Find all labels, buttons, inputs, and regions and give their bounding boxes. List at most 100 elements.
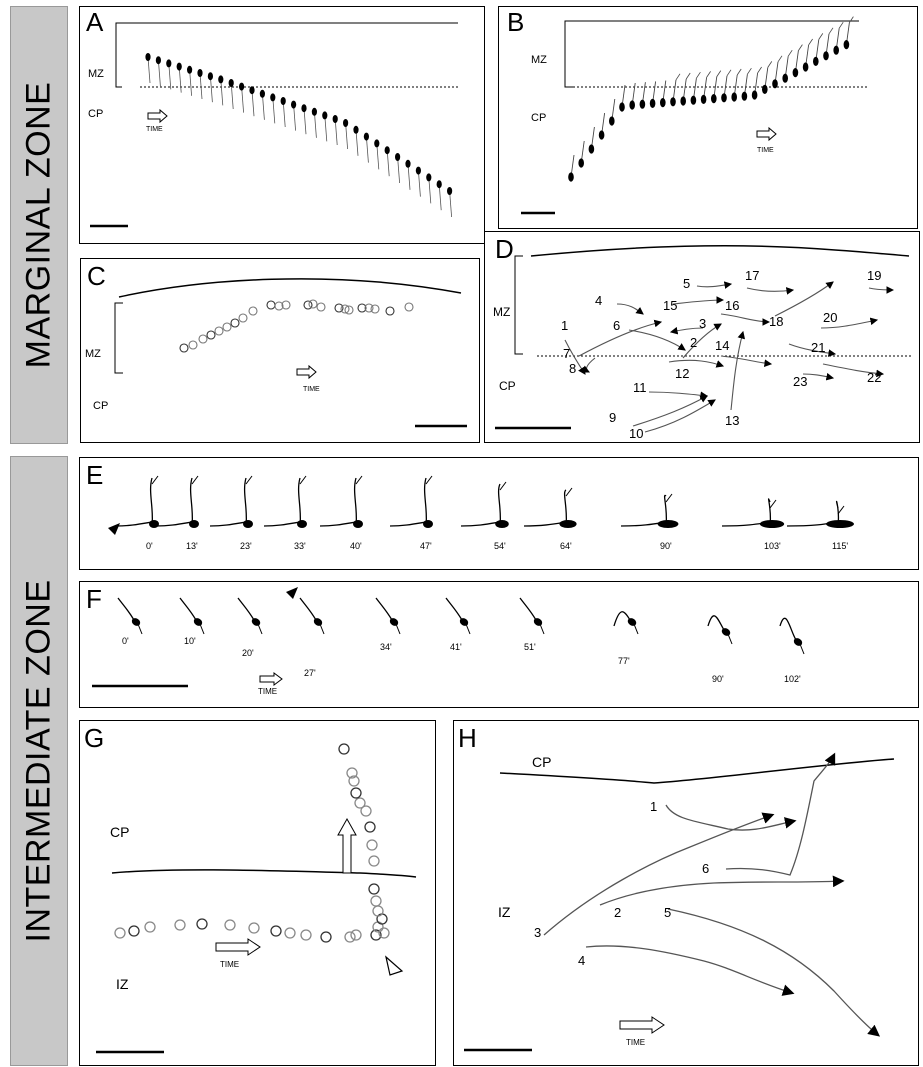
time-label: 13'	[186, 541, 198, 551]
cell-silhouette	[772, 55, 783, 89]
panel-e-figure: 0' 13' 23' 33' 40' 47' 54' 64' 90' 103' 115'	[108, 475, 854, 551]
panel-g-iz: IZ	[116, 976, 129, 992]
panel-e-label: E	[86, 460, 104, 490]
track-number: 4	[578, 953, 585, 968]
migration-track	[868, 286, 895, 294]
panel-f-cell-sequence: 0' 10' 20' 27' 34' 41' 51' 77' 90' 102'	[117, 597, 805, 684]
cell-silhouette	[779, 617, 805, 655]
position-circle	[378, 927, 390, 939]
cell-silhouette	[363, 132, 369, 163]
position-circle	[320, 931, 332, 943]
cell-silhouette	[639, 82, 646, 109]
panel-b: B MZ CP TIME	[498, 6, 918, 229]
marginal-zone-label: MARGINAL ZONE	[19, 81, 58, 369]
cell-silhouette	[145, 53, 151, 84]
panel-f-label: F	[86, 584, 102, 614]
migration-track	[746, 287, 795, 295]
time-label: 23'	[240, 541, 252, 551]
track-number: 23	[793, 374, 807, 389]
panel-e: E 0' 13' 23' 33' 40' 47' 54' 64' 90' 103' 115'	[79, 457, 919, 570]
cell-silhouette	[813, 33, 824, 66]
time-arrow	[147, 108, 168, 124]
cell-silhouette	[762, 61, 773, 94]
cell-silhouette	[117, 597, 143, 635]
intermediate-zone-label: INTERMEDIATE ZONE	[19, 579, 58, 943]
migration-track	[632, 395, 708, 427]
position-circle	[350, 787, 362, 799]
time-label: 115'	[832, 541, 848, 551]
cell-silhouette	[782, 49, 793, 83]
track-number: 10	[629, 426, 643, 441]
position-circle	[114, 927, 126, 939]
cell-silhouette	[578, 140, 585, 168]
cell-silhouette	[670, 73, 681, 107]
position-circle	[196, 918, 208, 930]
position-circle	[281, 300, 291, 310]
cell-silhouette	[197, 69, 203, 100]
track-number: 15	[663, 298, 677, 313]
panel-a-mz: MZ	[88, 68, 104, 80]
cell-silhouette	[343, 119, 349, 150]
cell-silhouette	[792, 44, 803, 78]
cell-silhouette	[353, 125, 359, 156]
time-label: 51'	[524, 642, 536, 652]
cell-silhouette	[741, 67, 752, 101]
cell-silhouette	[176, 62, 182, 93]
cell-silhouette	[447, 187, 453, 218]
time-arrow	[619, 1016, 665, 1034]
migration-track	[669, 326, 704, 335]
position-circle	[372, 905, 384, 917]
panel-h: H CP IZ TIME 1 2 3 4 5 6	[453, 720, 919, 1066]
track-number: 19	[867, 268, 881, 283]
time-label: 64'	[560, 541, 572, 551]
migration-track	[665, 804, 797, 831]
migration-track	[668, 359, 725, 368]
position-circle	[350, 929, 362, 941]
migration-track	[820, 317, 879, 329]
position-circle	[300, 929, 312, 941]
migration-track	[581, 357, 596, 373]
panel-a-label: A	[86, 7, 104, 37]
position-circle	[316, 302, 326, 312]
cell-silhouette	[711, 70, 722, 104]
panel-d-label: D	[495, 234, 514, 264]
cell-silhouette	[322, 111, 328, 142]
upward-arrow	[337, 817, 357, 874]
panel-g: G CP IZ TIME	[79, 720, 436, 1066]
migration-track	[644, 399, 716, 433]
cell-silhouette	[389, 475, 433, 528]
track-number: 4	[595, 293, 602, 308]
panel-b-cell-sequence	[568, 16, 854, 182]
panel-c-mz: MZ	[85, 348, 101, 360]
track-number: 2	[690, 335, 697, 350]
time-label: 54'	[494, 541, 506, 551]
position-circle	[364, 303, 374, 313]
panel-b-label: B	[507, 7, 525, 37]
panel-a: A MZ CP TIME	[79, 6, 485, 244]
migration-track	[628, 329, 686, 351]
migration-track	[578, 319, 663, 357]
cell-silhouette	[299, 597, 325, 635]
position-circle	[364, 821, 376, 833]
cell-silhouette	[375, 597, 401, 635]
position-circle	[248, 306, 258, 316]
position-circle	[214, 326, 224, 336]
cell-silhouette	[823, 27, 834, 61]
panel-h-label: H	[458, 723, 477, 753]
position-circle	[303, 300, 313, 310]
cell-silhouette	[523, 487, 577, 528]
position-circle	[354, 797, 366, 809]
position-circle	[370, 895, 382, 907]
position-circle	[128, 925, 140, 937]
time-arrow	[296, 364, 317, 380]
panel-c-label: C	[87, 261, 106, 291]
position-circle	[338, 743, 350, 755]
time-label: 33'	[294, 541, 306, 551]
panel-f: F TIME 0' 10' 20' 27' 34' 41' 51' 77' 90' 102'	[79, 581, 919, 708]
cell-silhouette	[690, 71, 701, 105]
position-circle	[248, 922, 260, 934]
cell-silhouette	[445, 597, 471, 635]
cell-silhouette	[833, 21, 844, 55]
position-circle	[344, 931, 356, 943]
position-circle	[334, 303, 344, 313]
